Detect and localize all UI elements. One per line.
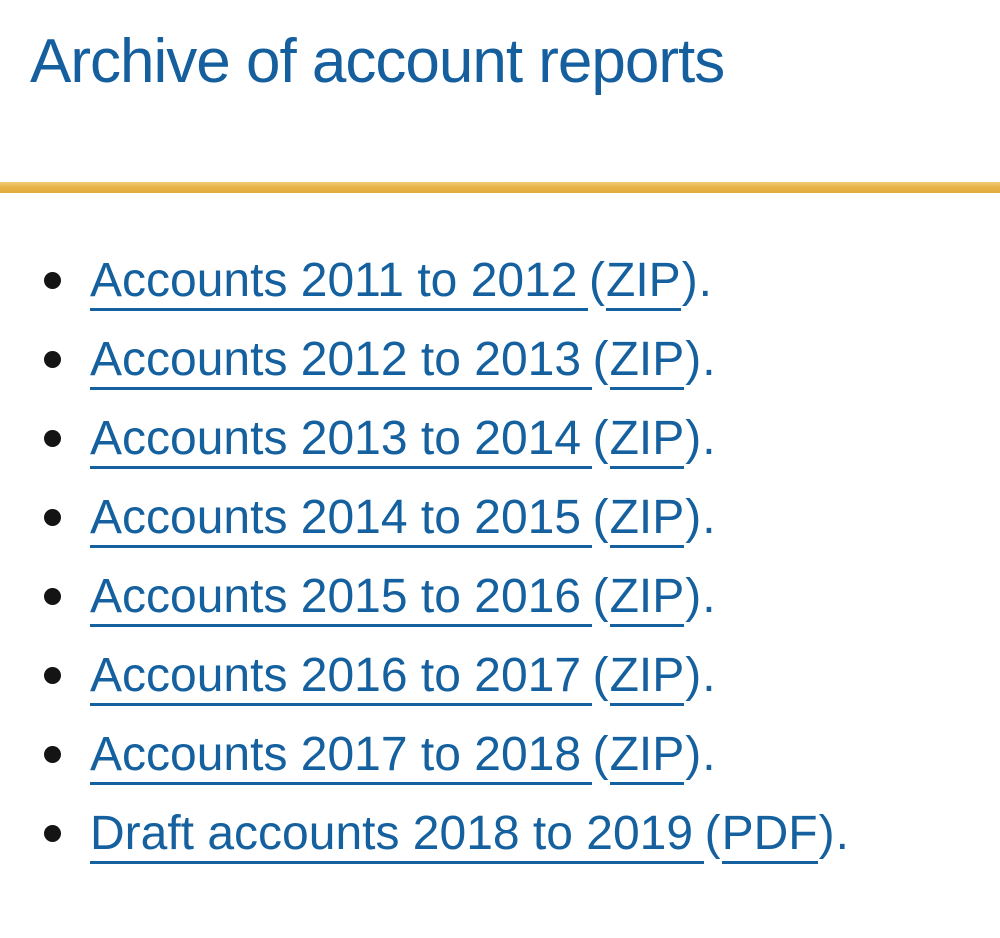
list-item-text: Accounts 2012 to 2013 (ZIP). [90, 332, 716, 390]
report-file-format: ZIP [609, 411, 685, 469]
report-link[interactable]: Accounts 2014 to 2015 (ZIP) [90, 490, 702, 548]
close-paren: ) [685, 490, 702, 544]
trailing-period: . [702, 332, 716, 386]
bullet-icon [44, 588, 61, 606]
report-link-label: Accounts 2016 to 2017 [90, 648, 592, 706]
list-item: Draft accounts 2018 to 2019 (PDF). [0, 794, 1000, 873]
open-paren: ( [592, 332, 609, 386]
bullet-icon [44, 272, 61, 290]
report-link[interactable]: Accounts 2016 to 2017 (ZIP) [90, 648, 702, 706]
open-paren: ( [592, 569, 609, 623]
report-link-label: Accounts 2011 to 2012 [90, 253, 589, 311]
close-paren: ) [681, 253, 698, 307]
list-item: Accounts 2013 to 2014 (ZIP). [0, 399, 1000, 478]
trailing-period: . [698, 253, 713, 307]
list-item-text: Accounts 2017 to 2018 (ZIP). [90, 727, 716, 785]
report-link-label: Draft accounts 2018 to 2019 [90, 806, 704, 864]
brand-divider-rule [0, 182, 1000, 194]
list-item-text: Accounts 2015 to 2016 (ZIP). [90, 569, 716, 627]
trailing-period: . [702, 648, 716, 702]
bullet-icon [44, 509, 61, 527]
report-file-format: ZIP [609, 569, 685, 627]
report-link-label: Accounts 2017 to 2018 [90, 727, 592, 785]
report-file-format: ZIP [609, 648, 685, 706]
report-link[interactable]: Accounts 2015 to 2016 (ZIP) [90, 569, 702, 627]
report-link-label: Accounts 2015 to 2016 [90, 569, 592, 627]
list-item-text: Accounts 2013 to 2014 (ZIP). [90, 411, 716, 469]
bullet-icon [44, 825, 61, 843]
open-paren: ( [592, 490, 609, 544]
list-item-text: Draft accounts 2018 to 2019 (PDF). [90, 806, 849, 864]
list-item-text: Accounts 2016 to 2017 (ZIP). [90, 648, 716, 706]
report-file-format: ZIP [606, 253, 681, 311]
bullet-icon [44, 351, 61, 369]
bullet-icon [44, 746, 61, 764]
open-paren: ( [592, 648, 609, 702]
report-link[interactable]: Accounts 2017 to 2018 (ZIP) [90, 727, 702, 785]
trailing-period: . [702, 727, 716, 781]
list-item: Accounts 2017 to 2018 (ZIP). [0, 715, 1000, 794]
report-link[interactable]: Accounts 2012 to 2013 (ZIP) [90, 332, 702, 390]
report-link[interactable]: Draft accounts 2018 to 2019 (PDF) [90, 806, 836, 864]
report-file-format: PDF [721, 806, 818, 864]
open-paren: ( [704, 806, 721, 860]
close-paren: ) [818, 806, 835, 860]
close-paren: ) [685, 332, 702, 386]
list-item-text: Accounts 2011 to 2012 (ZIP). [90, 253, 713, 311]
trailing-period: . [702, 569, 716, 623]
report-link-label: Accounts 2014 to 2015 [90, 490, 592, 548]
report-link[interactable]: Accounts 2013 to 2014 (ZIP) [90, 411, 702, 469]
close-paren: ) [685, 648, 702, 702]
account-reports-list: Accounts 2011 to 2012 (ZIP). Accounts 201… [0, 241, 1000, 873]
report-link[interactable]: Accounts 2011 to 2012 (ZIP) [90, 253, 699, 311]
trailing-period: . [835, 806, 849, 860]
report-link-label: Accounts 2013 to 2014 [90, 411, 592, 469]
close-paren: ) [685, 411, 702, 465]
report-file-format: ZIP [609, 727, 685, 785]
open-paren: ( [589, 253, 606, 307]
list-item: Accounts 2014 to 2015 (ZIP). [0, 478, 1000, 557]
open-paren: ( [592, 411, 609, 465]
list-item: Accounts 2015 to 2016 (ZIP). [0, 557, 1000, 636]
report-file-format: ZIP [609, 332, 685, 390]
list-item: Accounts 2011 to 2012 (ZIP). [0, 241, 1000, 320]
trailing-period: . [702, 490, 716, 544]
report-file-format: ZIP [609, 490, 685, 548]
bullet-icon [44, 430, 61, 448]
list-item-text: Accounts 2014 to 2015 (ZIP). [90, 490, 716, 548]
open-paren: ( [592, 727, 609, 781]
trailing-period: . [702, 411, 716, 465]
page-title: Archive of account reports [30, 27, 725, 96]
list-item: Accounts 2016 to 2017 (ZIP). [0, 636, 1000, 715]
bullet-icon [44, 667, 61, 685]
report-link-label: Accounts 2012 to 2013 [90, 332, 592, 390]
list-item: Accounts 2012 to 2013 (ZIP). [0, 320, 1000, 399]
close-paren: ) [685, 727, 702, 781]
close-paren: ) [685, 569, 702, 623]
